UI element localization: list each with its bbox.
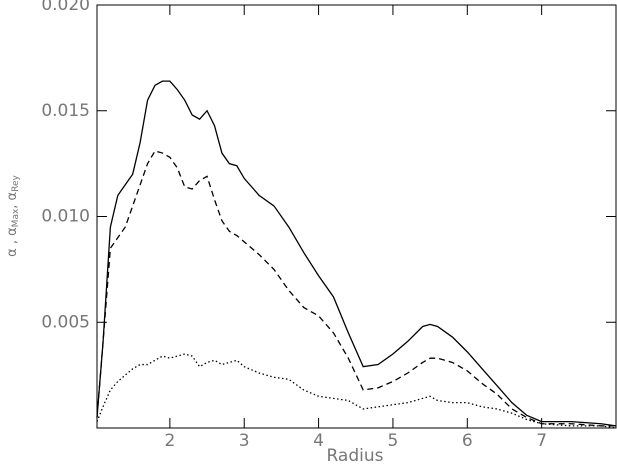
series-line: [96, 353, 617, 429]
y-tick-label: 0.020: [41, 0, 90, 15]
x-tick-label: 6: [462, 431, 473, 451]
x-axis-label: Radius: [326, 446, 383, 465]
x-tick-label: 3: [239, 431, 250, 451]
y-axis-label: α , αMax, αRey: [5, 174, 21, 256]
y-tick-label: 0.010: [41, 207, 90, 227]
y-tick-label: 0.015: [41, 101, 90, 121]
x-tick-label: 5: [388, 431, 399, 451]
y-label-part: , α: [5, 192, 20, 209]
y-label-sub: Rey: [11, 174, 21, 191]
x-tick-label: 2: [164, 431, 175, 451]
x-tick-label: 7: [536, 431, 547, 451]
y-label-part: α , α: [5, 227, 20, 257]
series-line: [96, 150, 616, 427]
x-tick-label: 4: [313, 431, 324, 451]
plot-frame: [96, 4, 617, 429]
y-label-sub: Max: [11, 208, 21, 227]
series-line: [96, 80, 617, 427]
y-tick-label: 0.005: [41, 312, 90, 332]
